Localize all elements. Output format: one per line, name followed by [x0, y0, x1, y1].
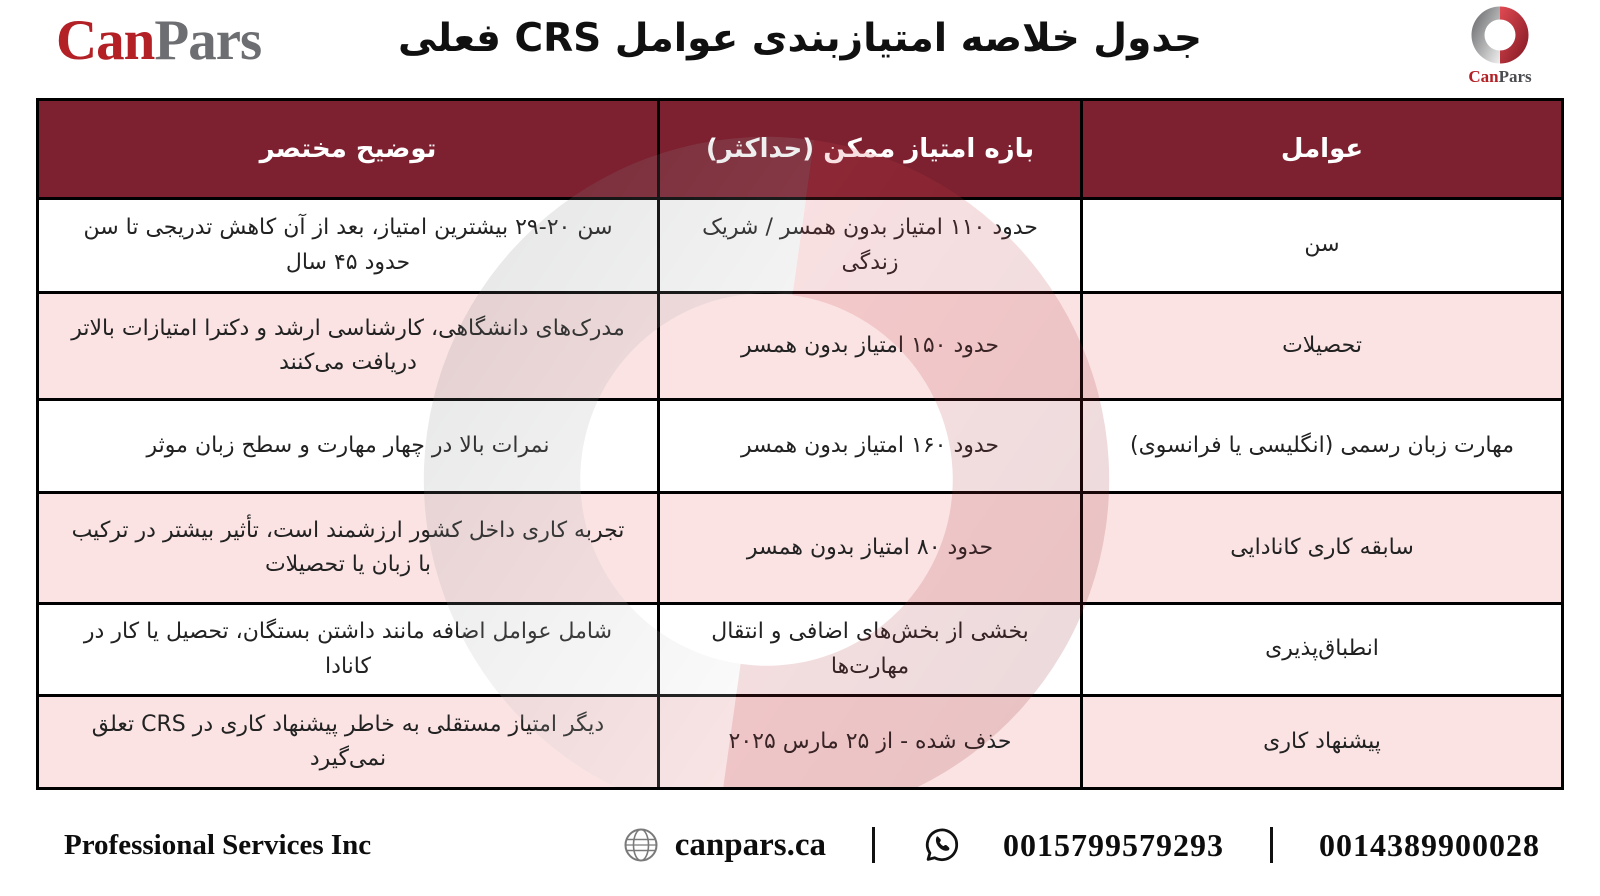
table-grid: عوامل بازه امتیاز ممکن (حداکثر) توضیح مخ… [39, 101, 1561, 787]
col-header-description: توضیح مختصر [39, 101, 657, 197]
top-bar: CanPars جدول خلاصه امتیازبندی عوامل CRS … [0, 0, 1600, 98]
crs-factors-table: عوامل بازه امتیاز ممکن (حداکثر) توضیح مخ… [36, 98, 1564, 790]
logo-text-can: Can [1468, 67, 1499, 86]
cell-description-language: نمرات بالا در چهار مهارت و سطح زبان موثر [39, 401, 657, 491]
canpars-wordmark: CanPars [56, 9, 262, 72]
cell-score-job-offer: حذف شده - از ۲۵ مارس ۲۰۲۵ [660, 697, 1080, 787]
cell-factor-age: سن [1083, 200, 1561, 291]
canpars-logo-text: CanPars [1452, 68, 1548, 85]
cell-score-education: حدود ۱۵۰ امتیاز بدون همسر [660, 294, 1080, 398]
cell-score-adaptability: بخشی از بخش‌های اضافی و انتقال مهارت‌ها [660, 605, 1080, 694]
website-link[interactable]: canpars.ca [674, 826, 826, 863]
cell-score-age: حدود ۱۱۰ امتیاز بدون همسر / شریک زندگی [660, 200, 1080, 291]
cell-factor-canadian-experience: سابقه کاری کانادایی [1083, 494, 1561, 602]
cell-description-adaptability: شامل عوامل اضافه مانند داشتن بستگان، تحص… [39, 605, 657, 694]
logo-text-pars: Pars [1498, 67, 1532, 86]
col-header-factors: عوامل [1083, 101, 1561, 197]
wordmark-pars: Pars [154, 9, 262, 72]
cell-description-age: سن ۲۰-۲۹ بیشترین امتیاز، بعد از آن کاهش … [39, 200, 657, 291]
whatsapp-icon [925, 828, 959, 861]
cell-factor-language: مهارت زبان رسمی (انگلیسی یا فرانسوی) [1083, 401, 1561, 491]
canpars-swoosh-icon [1471, 6, 1529, 64]
cell-score-language: حدود ۱۶۰ امتیاز بدون همسر [660, 401, 1080, 491]
cell-factor-job-offer: پیشنهاد کاری [1083, 697, 1561, 787]
cell-description-canadian-experience: تجربه کاری داخل کشور ارزشمند است، تأثیر … [39, 494, 657, 602]
cell-description-job-offer: دیگر امتیاز مستقلی به خاطر پیشنهاد کاری … [39, 697, 657, 787]
whatsapp-group: 0015799579293 [921, 824, 1224, 866]
footer: Professional Services Inc canpars.ca 001… [0, 790, 1600, 896]
phone-number[interactable]: 0014389900028 [1319, 826, 1540, 863]
col-header-score-range: بازه امتیاز ممکن (حداکثر) [660, 101, 1080, 197]
cell-description-education: مدرک‌های دانشگاهی، کارشناسی ارشد و دکترا… [39, 294, 657, 398]
page-title: جدول خلاصه امتیازبندی عوامل CRS فعلی [397, 16, 1203, 61]
website-group: canpars.ca [623, 827, 826, 864]
cell-factor-adaptability: انطباق‌پذیری [1083, 605, 1561, 694]
footer-divider [1270, 827, 1273, 863]
footer-divider [872, 827, 875, 863]
whatsapp-number[interactable]: 0015799579293 [1003, 826, 1224, 863]
wordmark-can: Can [56, 9, 155, 72]
globe-icon [624, 828, 658, 862]
cell-factor-education: تحصیلات [1083, 294, 1561, 398]
canpars-logo: CanPars [1452, 4, 1548, 85]
cell-score-canadian-experience: حدود ۸۰ امتیاز بدون همسر [660, 494, 1080, 602]
company-name: Professional Services Inc [64, 828, 372, 861]
